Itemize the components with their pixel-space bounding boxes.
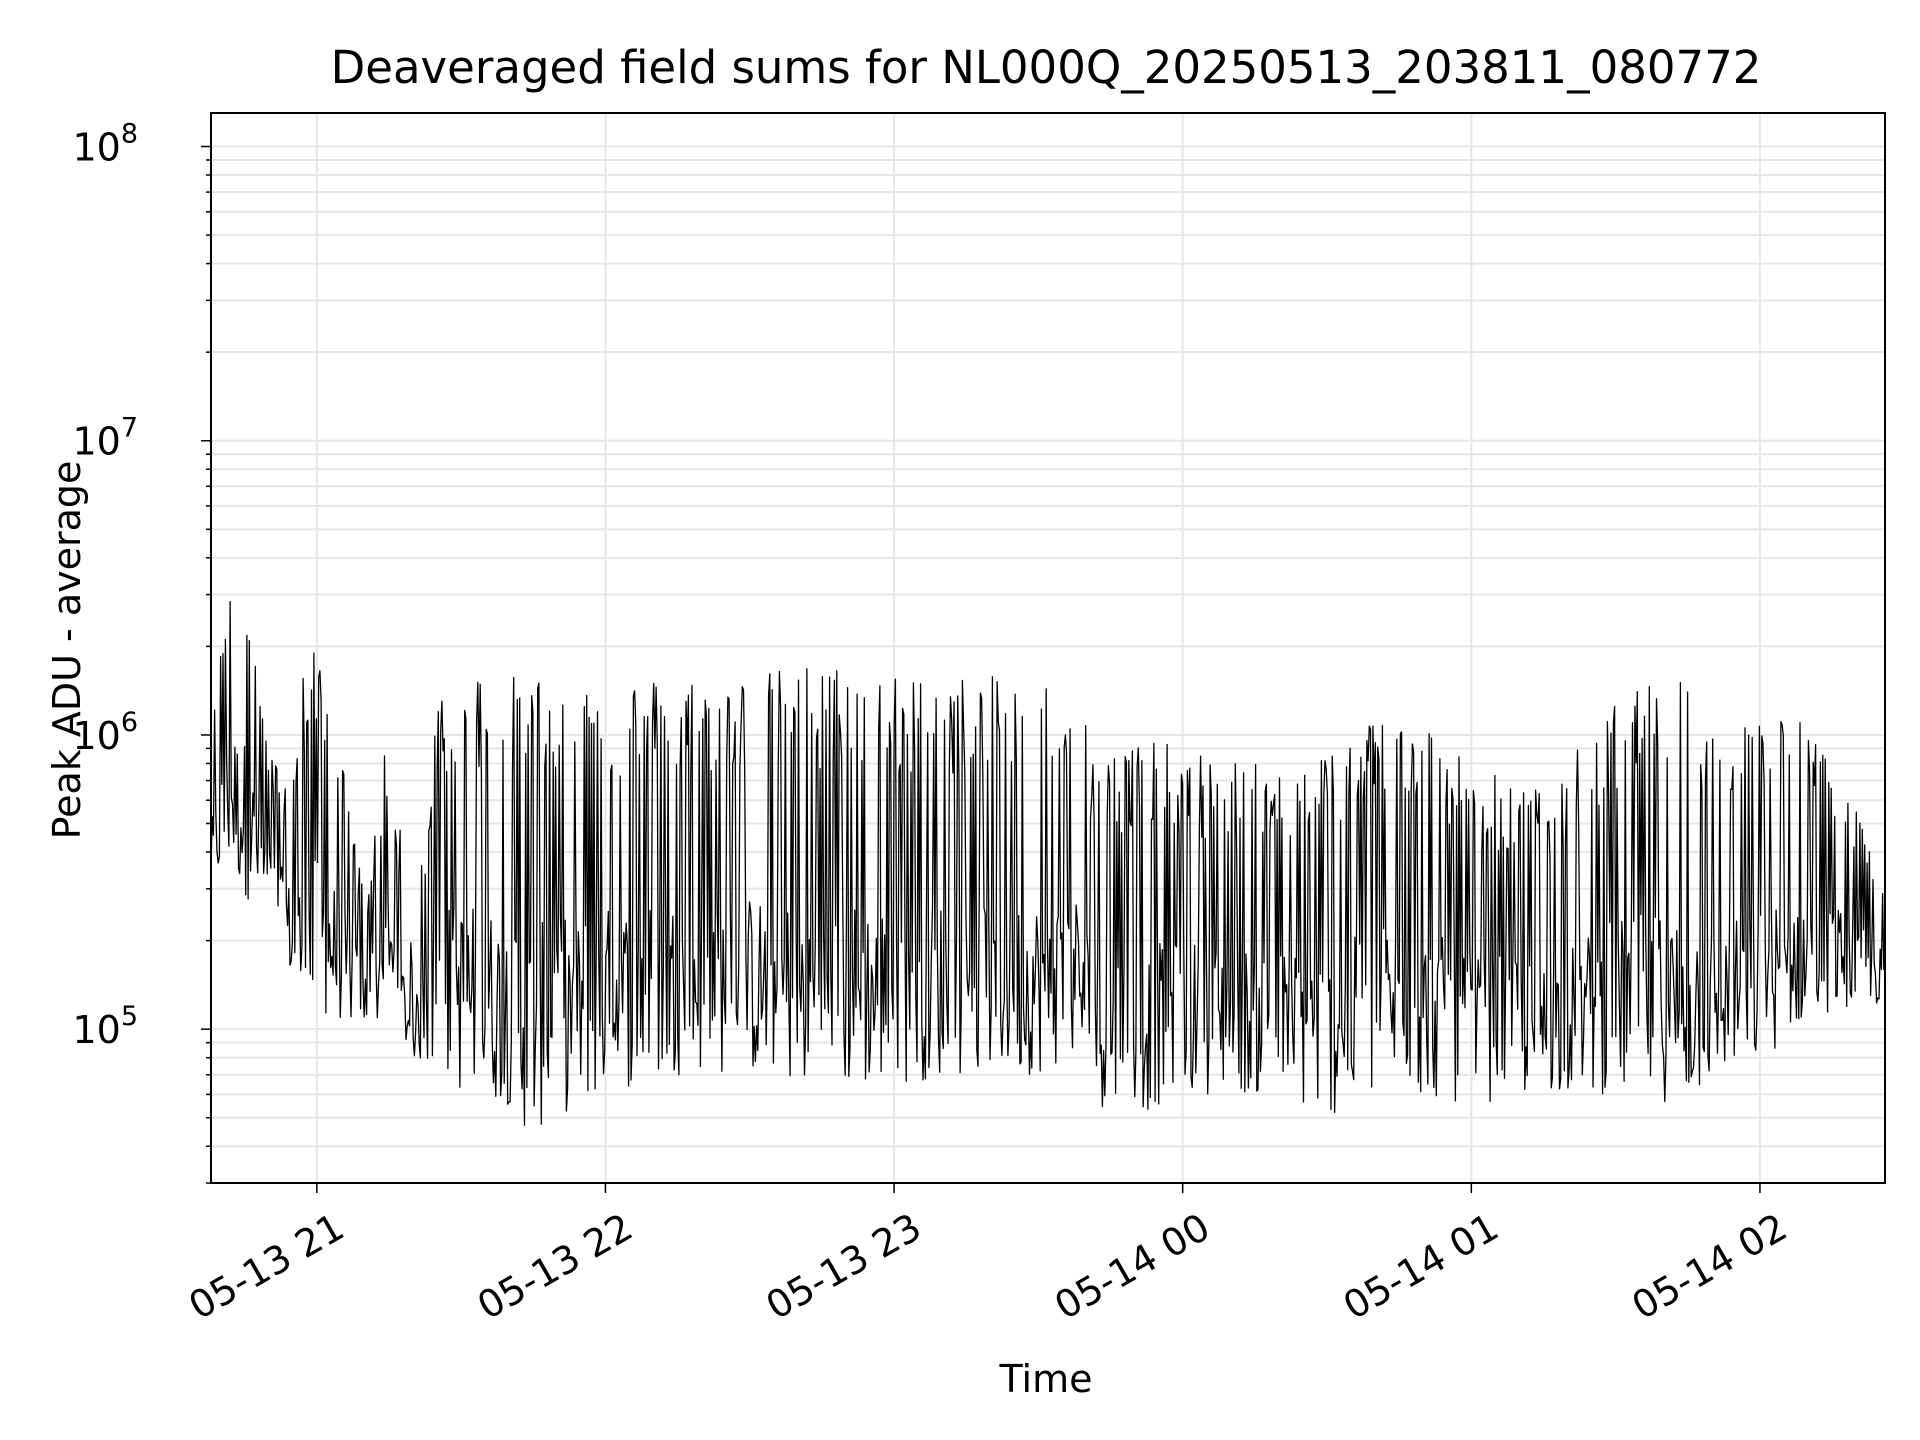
y-tick-base: 10 [72, 714, 120, 758]
series-line [210, 600, 1886, 1126]
plot-frame [210, 112, 1886, 1184]
series-group [210, 600, 1886, 1126]
y-tick-exponent: 5 [121, 1001, 138, 1032]
y-axis-label: Peak ADU - average [45, 461, 89, 840]
y-tick-label: 108 [72, 119, 138, 170]
y-tick-base: 10 [72, 1008, 120, 1052]
y-tick-label: 107 [72, 413, 138, 464]
y-tick-label: 105 [72, 1001, 138, 1052]
y-tick-exponent: 6 [121, 707, 138, 738]
y-tick-label: 106 [72, 707, 138, 758]
y-tick-exponent: 7 [121, 413, 138, 444]
y-tick-base: 10 [72, 420, 120, 464]
y-tick-base: 10 [72, 126, 120, 170]
x-axis-label: Time [999, 1357, 1093, 1401]
grid [211, 113, 1885, 1184]
y-tick-exponent: 8 [121, 119, 138, 150]
chart-title: Deaveraged field sums for NL000Q_2025051… [331, 41, 1762, 94]
